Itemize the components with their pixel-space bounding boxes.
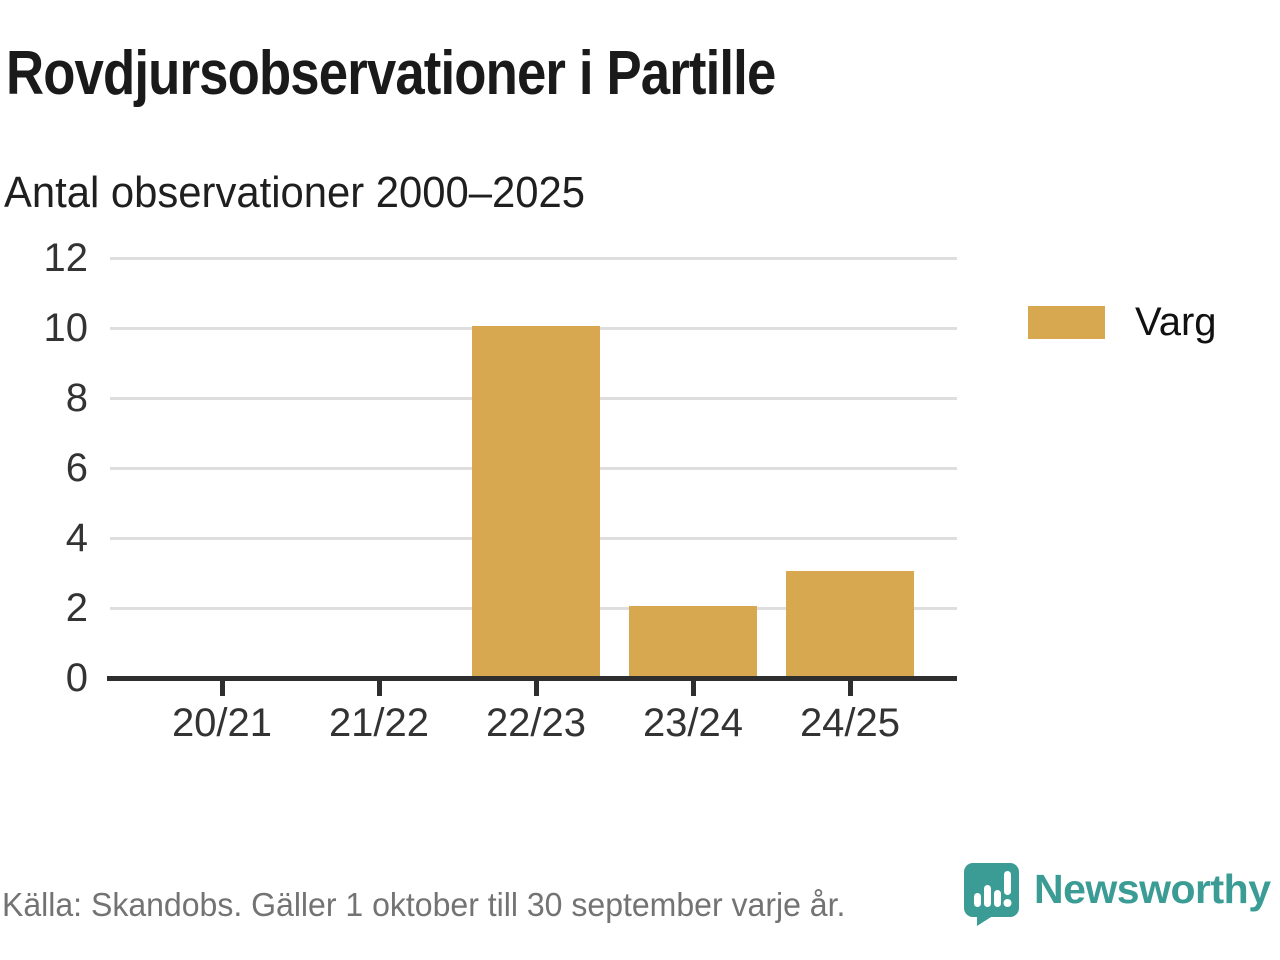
y-tick-label-6: 6 <box>65 446 88 490</box>
y-tick-label-2: 2 <box>65 586 88 630</box>
newsworthy-wordmark: Newsworthy <box>1034 865 1271 912</box>
x-tick-mark-24/25 <box>848 681 853 696</box>
newsworthy-bubble-chart-icon <box>964 863 1019 926</box>
legend-label: Varg <box>1135 300 1217 344</box>
x-tick-mark-21/22 <box>377 681 382 696</box>
chart-title: Rovdjursobservationer i Partille <box>6 39 776 108</box>
gridline-12 <box>110 257 957 260</box>
legend: Varg <box>1028 302 1217 342</box>
x-tick-label-21/22: 21/22 <box>328 701 430 745</box>
legend-swatch-varg <box>1028 305 1105 339</box>
x-tick-mark-20/21 <box>220 681 225 696</box>
x-axis-labels: 20/21 21/22 22/23 23/24 24/25 <box>110 701 957 751</box>
y-tick-label-0: 0 <box>65 656 88 700</box>
bar-24/25 <box>786 571 914 676</box>
x-tick-label-23/24: 23/24 <box>642 701 744 745</box>
bar-22/23 <box>472 326 600 676</box>
x-tick-label-24/25: 24/25 <box>799 701 901 745</box>
y-tick-label-10: 10 <box>43 306 89 350</box>
y-tick-label-4: 4 <box>65 516 88 560</box>
x-tick-mark-22/23 <box>534 681 539 696</box>
x-tick-label-20/21: 20/21 <box>171 701 273 745</box>
x-tick-mark-23/24 <box>691 681 696 696</box>
y-tick-label-12: 12 <box>43 236 89 280</box>
newsworthy-logo: Newsworthy <box>963 862 1271 926</box>
x-axis-line <box>107 676 957 681</box>
plot-area <box>107 257 957 696</box>
x-tick-label-22/23: 22/23 <box>485 701 587 745</box>
bar-23/24 <box>629 606 757 676</box>
chart-subtitle: Antal observationer 2000–2025 <box>4 168 585 217</box>
y-axis-labels: 0 2 4 6 8 10 12 <box>0 0 89 960</box>
source-note: Källa: Skandobs. Gäller 1 oktober till 3… <box>2 886 846 923</box>
y-tick-label-8: 8 <box>65 376 88 420</box>
